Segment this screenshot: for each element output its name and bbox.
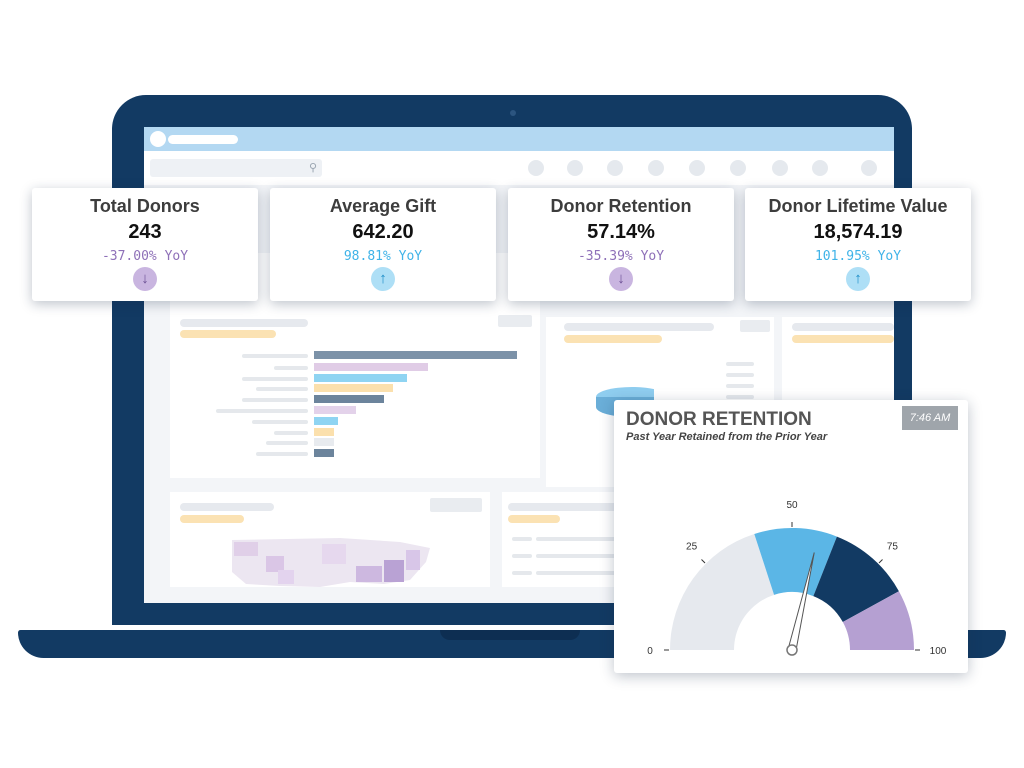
kpi-value: 18,574.19 [813, 221, 903, 243]
gauge-band-0 [670, 533, 775, 650]
camera [510, 110, 516, 116]
nav-icon-2[interactable] [567, 160, 583, 176]
browser-logo [150, 131, 166, 147]
nav-icon-3[interactable] [607, 160, 623, 176]
browser-tab[interactable] [168, 135, 238, 144]
nav-icon-6[interactable] [730, 160, 746, 176]
bar-8 [314, 428, 334, 436]
gauge-band-3 [842, 591, 914, 650]
nav-icon-1[interactable] [528, 160, 544, 176]
bar-6 [314, 406, 356, 414]
kpi-title: Donor Lifetime Value [768, 196, 948, 216]
bar-7 [314, 417, 338, 425]
nav-icon-8[interactable] [812, 160, 828, 176]
gauge-band-2 [813, 536, 899, 623]
kpi-card-donor-lifetime-value[interactable]: Donor Lifetime Value 18,574.19 101.95% Y… [745, 188, 971, 301]
gauge-tick-label: 50 [786, 500, 798, 511]
kpi-delta: -37.00% YoY [101, 249, 189, 264]
kpi-card-donor-retention[interactable]: Donor Retention 57.14% -35.39% YoY ↓ [508, 188, 734, 301]
gauge-tick-label: 25 [686, 542, 698, 553]
gauge-tick-label: 100 [930, 646, 947, 657]
us-map-icon [232, 538, 430, 587]
bar-5 [314, 395, 384, 403]
panel-subtitle-placeholder [180, 330, 276, 338]
bar-9 [314, 438, 334, 446]
bar-10 [314, 449, 334, 457]
donor-retention-gauge-card[interactable]: 0 25 50 75 100 DONOR RETENTION Past Year Ret… [614, 400, 968, 673]
panel-title-placeholder [180, 319, 308, 327]
gauge-tick-mark [878, 559, 883, 564]
kpi-value: 642.20 [352, 221, 414, 243]
arrow-down-icon: ↓ [609, 267, 633, 291]
gauge-needle-hub [786, 644, 798, 656]
kpi-title: Average Gift [329, 196, 437, 216]
bar-1 [314, 351, 517, 359]
gauge-tick-label: 75 [887, 542, 899, 553]
laptop-notch [440, 630, 580, 640]
nav-icon-5[interactable] [689, 160, 705, 176]
gauge-title: DONOR RETENTION [626, 409, 812, 430]
search-icon[interactable]: ⚲ [308, 162, 317, 174]
arrow-up-icon: ↑ [846, 267, 870, 291]
kpi-card-total-donors[interactable]: Total Donors 243 -37.00% YoY ↓ [32, 188, 258, 301]
nav-icon-9[interactable] [861, 160, 877, 176]
bar-2 [314, 363, 428, 371]
kpi-title: Total Donors [90, 196, 200, 216]
kpi-delta: 98.81% YoY [343, 249, 423, 264]
browser-bar [144, 127, 894, 151]
kpi-title: Donor Retention [550, 196, 692, 216]
dashboard-toolbar: ⚲ [144, 151, 894, 185]
nav-icon-4[interactable] [648, 160, 664, 176]
nav-icon-7[interactable] [772, 160, 788, 176]
panel-menu[interactable] [430, 498, 482, 512]
panel-menu[interactable] [740, 320, 770, 332]
gauge-band-1 [754, 528, 837, 597]
kpi-delta: -35.39% YoY [577, 249, 665, 264]
kpi-card-average-gift[interactable]: Average Gift 642.20 98.81% YoY ↑ [270, 188, 496, 301]
arrow-up-icon: ↑ [371, 267, 395, 291]
panel-menu[interactable] [498, 315, 532, 327]
search-input[interactable]: ⚲ [150, 159, 322, 177]
gauge-tick-label: 0 [647, 646, 653, 657]
gauge-tick-mark [701, 559, 706, 564]
bar-3 [314, 374, 407, 382]
arrow-down-icon: ↓ [133, 267, 157, 291]
kpi-value: 57.14% [587, 221, 655, 243]
kpi-delta: 101.95% YoY [814, 249, 902, 264]
gauge-subtitle: Past Year Retained from the Prior Year [626, 431, 828, 443]
retention-gauge: 0 25 50 75 100 [647, 500, 947, 657]
time-badge: 7:46 AM [902, 406, 958, 430]
bar-4 [314, 384, 393, 392]
kpi-value: 243 [128, 221, 162, 243]
map-panel [170, 492, 490, 587]
